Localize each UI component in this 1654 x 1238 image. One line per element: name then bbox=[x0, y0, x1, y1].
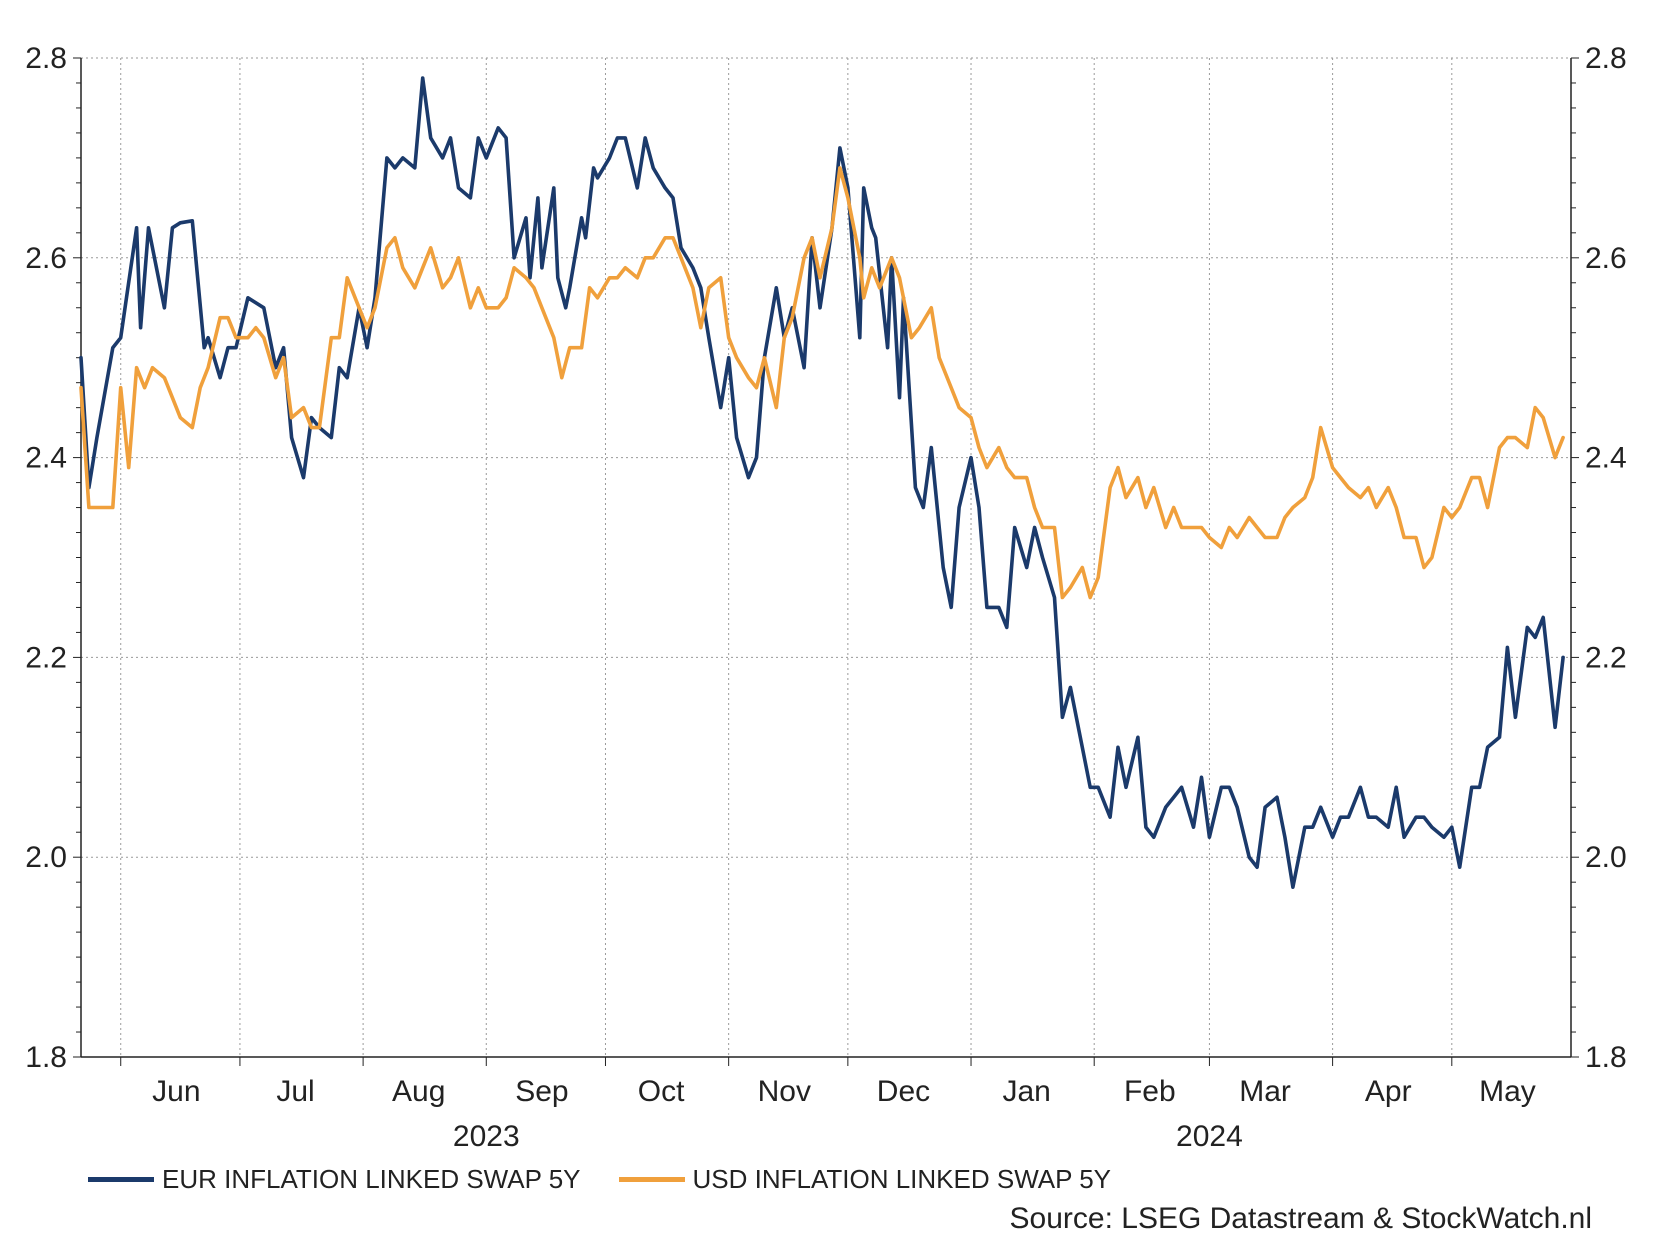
y-tick-label-left: 2.0 bbox=[25, 841, 67, 874]
y-tick-label-left: 2.2 bbox=[25, 641, 67, 674]
label-layer: 1.8 1.8 2.0 2.0 2.2 2.2 2.4 2.4 2.6 2.6 2.8 2.8 Jun J… bbox=[25, 42, 1626, 1153]
y-tick-label-right: 2.0 bbox=[1585, 841, 1627, 874]
x-tick-label-month: Sep bbox=[515, 1075, 568, 1108]
x-tick-label-month: Mar bbox=[1239, 1075, 1291, 1108]
legend-swatch-usd bbox=[618, 1176, 685, 1182]
y-tick-label-left: 1.8 bbox=[25, 1041, 67, 1074]
grid-layer bbox=[81, 57, 1571, 1057]
source-credit: Source: LSEG Datastream & StockWatch.nl bbox=[1009, 1202, 1592, 1235]
axis-layer bbox=[73, 57, 1579, 1066]
x-tick-label-year: 2023 bbox=[453, 1120, 520, 1153]
y-tick-label-right: 2.4 bbox=[1585, 442, 1627, 475]
legend-swatch-eur bbox=[88, 1176, 154, 1182]
x-tick-label-month: Jul bbox=[276, 1075, 314, 1108]
y-tick-label-left: 2.4 bbox=[25, 442, 67, 475]
legend-label-eur: EUR INFLATION LINKED SWAP 5Y bbox=[162, 1163, 581, 1194]
x-tick-label-month: Jan bbox=[1002, 1075, 1050, 1108]
series-line-usd bbox=[79, 166, 1565, 600]
legend-item-usd: USD INFLATION LINKED SWAP 5Y bbox=[618, 1163, 1112, 1195]
y-tick-label-right: 2.2 bbox=[1585, 641, 1627, 674]
x-tick-label-month: Dec bbox=[877, 1075, 930, 1108]
x-tick-label-month: Feb bbox=[1124, 1075, 1176, 1108]
x-tick-label-month: Aug bbox=[392, 1075, 445, 1108]
x-tick-label-year: 2024 bbox=[1176, 1120, 1243, 1153]
y-tick-label-right: 2.8 bbox=[1585, 42, 1627, 75]
y-tick-label-right: 1.8 bbox=[1585, 1041, 1627, 1074]
series-layer bbox=[79, 76, 1565, 890]
x-tick-label-month: May bbox=[1479, 1075, 1536, 1108]
y-tick-label-left: 2.6 bbox=[25, 242, 67, 275]
y-tick-label-right: 2.6 bbox=[1585, 242, 1627, 275]
x-tick-label-month: Nov bbox=[758, 1075, 811, 1108]
x-tick-label-month: Jun bbox=[152, 1075, 200, 1108]
y-tick-label-left: 2.8 bbox=[25, 42, 67, 75]
legend-label-usd: USD INFLATION LINKED SWAP 5Y bbox=[692, 1163, 1112, 1194]
x-tick-label-month: Oct bbox=[638, 1075, 685, 1108]
legend: EUR INFLATION LINKED SWAP 5Y USD INFLATI… bbox=[88, 1159, 1149, 1199]
legend-item-eur: EUR INFLATION LINKED SWAP 5Y bbox=[88, 1164, 581, 1195]
x-tick-label-month: Apr bbox=[1365, 1075, 1412, 1108]
series-line-eur bbox=[79, 76, 1565, 890]
